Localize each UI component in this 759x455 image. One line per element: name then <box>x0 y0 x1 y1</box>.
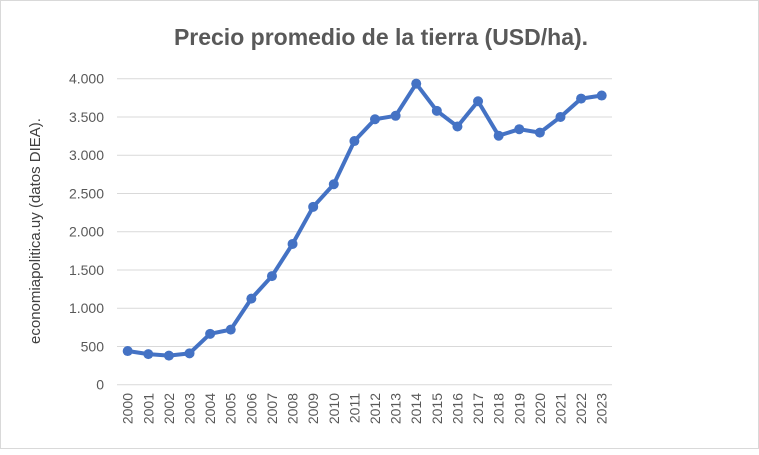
x-tick-label: 2007 <box>264 393 280 424</box>
y-tick-label: 0 <box>96 377 104 393</box>
x-tick-label: 2009 <box>305 393 321 424</box>
series-line <box>127 81 602 358</box>
data-point <box>205 328 216 339</box>
x-tick-label: 2015 <box>429 393 445 424</box>
x-tick-label: 2012 <box>367 393 383 424</box>
y-tick-label: 3.500 <box>69 109 104 125</box>
data-point <box>225 324 236 335</box>
x-tick-label: 2006 <box>243 393 259 424</box>
x-tick-label: 2000 <box>120 393 136 424</box>
data-point <box>431 105 442 116</box>
x-tick-label: 2021 <box>552 393 568 424</box>
y-tick-label: 4.000 <box>69 71 104 87</box>
y-tick-label: 500 <box>81 338 105 354</box>
data-point <box>122 346 133 357</box>
x-tick-label: 2016 <box>449 393 465 424</box>
y-tick-label: 1.500 <box>69 262 104 278</box>
x-tick-label: 2019 <box>511 393 527 424</box>
x-tick-label: 2005 <box>223 393 239 424</box>
chart-title: Precio promedio de la tierra (USD/ha). <box>174 24 588 50</box>
data-point <box>246 293 257 304</box>
data-point <box>308 201 319 212</box>
data-point <box>452 121 463 132</box>
data-point <box>143 349 154 360</box>
data-point <box>287 238 298 249</box>
x-tick-label: 2017 <box>470 393 486 424</box>
x-tick-label: 2003 <box>182 393 198 424</box>
x-tick-label: 2022 <box>573 393 589 424</box>
data-point <box>370 114 381 125</box>
y-tick-label: 2.000 <box>69 224 104 240</box>
data-point <box>411 78 422 89</box>
data-point <box>163 350 174 361</box>
x-tick-label: 2020 <box>532 393 548 424</box>
x-tick-label: 2011 <box>346 393 362 423</box>
data-point <box>349 136 360 147</box>
data-point <box>555 111 566 122</box>
data-point <box>514 124 525 135</box>
y-axis-title: economiapolitica.uy (datos DIEA). <box>27 118 44 344</box>
x-tick-label: 2018 <box>491 393 507 424</box>
data-point <box>534 127 545 138</box>
data-point <box>493 130 504 141</box>
data-point <box>473 96 484 107</box>
data-point <box>576 93 587 104</box>
y-tick-label: 3.000 <box>69 147 104 163</box>
x-tick-label: 2008 <box>285 393 301 424</box>
data-point <box>266 271 277 282</box>
x-tick-label: 2010 <box>326 393 342 424</box>
data-point <box>184 348 195 359</box>
x-tick-label: 2023 <box>594 393 610 424</box>
y-tick-label: 2.500 <box>69 185 104 201</box>
data-point <box>328 179 339 190</box>
x-tick-label: 2004 <box>202 393 218 424</box>
data-point <box>390 110 401 121</box>
x-tick-label: 2014 <box>408 393 424 424</box>
x-tick-label: 2002 <box>161 393 177 424</box>
x-tick-label: 2001 <box>140 393 156 424</box>
data-point <box>596 90 607 101</box>
y-tick-label: 1.000 <box>69 300 104 316</box>
x-tick-label: 2013 <box>388 393 404 424</box>
